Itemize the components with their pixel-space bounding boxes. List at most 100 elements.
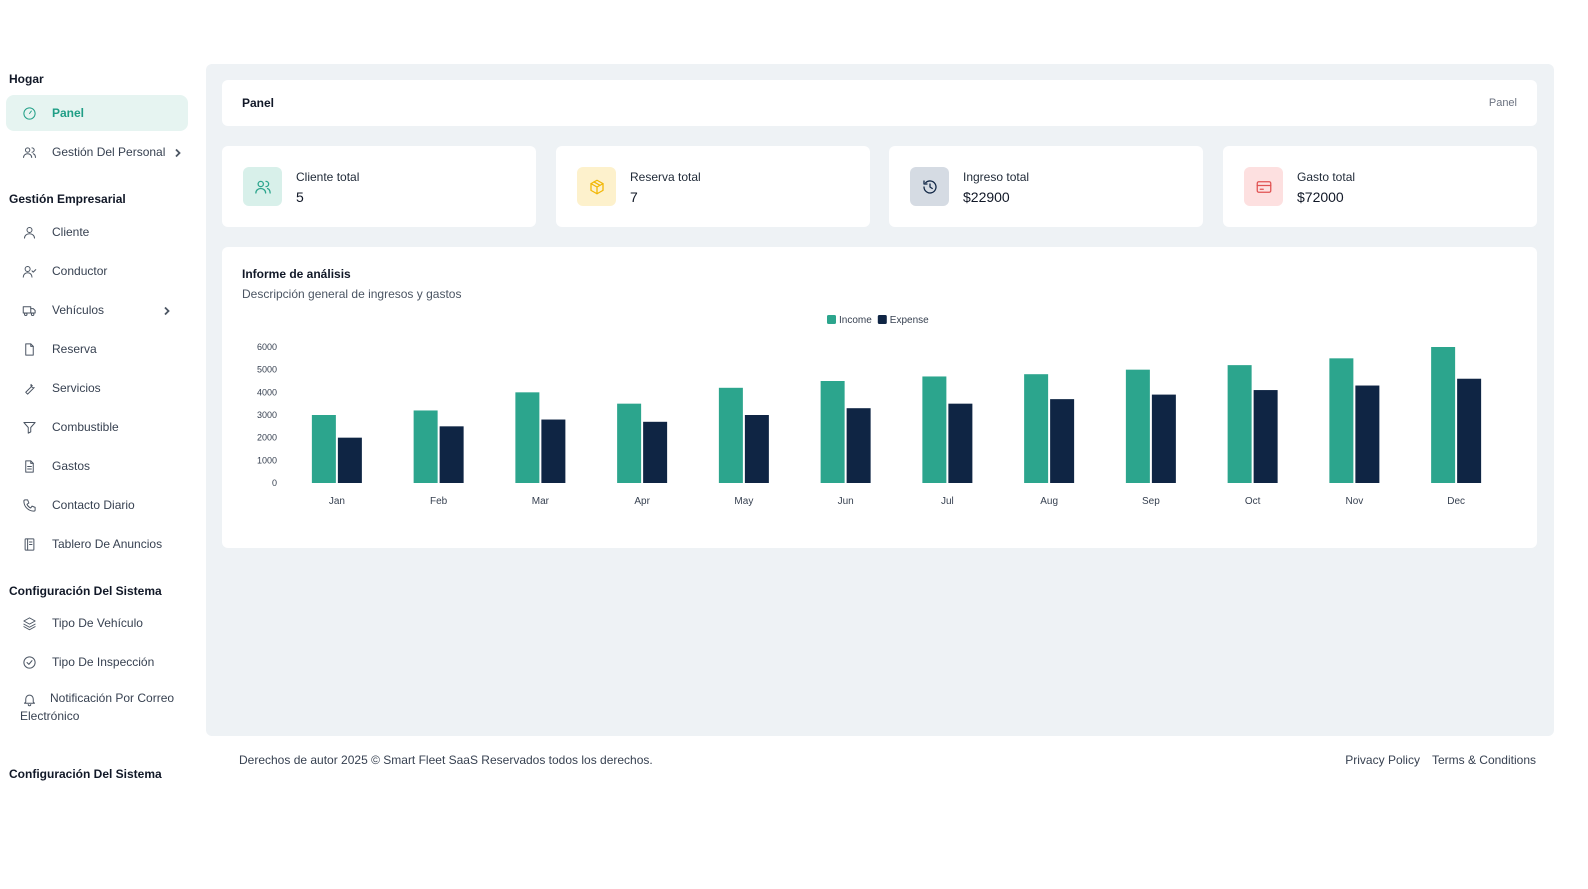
sidebar-item-label: Vehículos [52, 303, 105, 317]
bar-income-jun [820, 381, 845, 483]
credit-card-icon [1244, 167, 1283, 206]
truck-icon [20, 301, 38, 319]
x-tick-label: Jan [329, 496, 345, 507]
x-tick-label: Jun [838, 496, 854, 507]
x-tick-label: Mar [532, 496, 550, 507]
sidebar-item-reserva[interactable]: Reserva [6, 331, 188, 367]
sidebar-item-label: Tipo De Vehículo [52, 616, 143, 630]
sidebar-item-contacto-diario[interactable]: Contacto Diario [6, 487, 188, 523]
users-icon [243, 167, 282, 206]
bar-income-mar [515, 392, 540, 483]
chart-title: Informe de análisis [242, 267, 351, 281]
bar-chart: 0 1000 2000 3000 4000 5000 6000 Jan Feb Mar Apr May… [257, 315, 1482, 507]
y-tick-label: 0 [272, 478, 277, 488]
sidebar-item-label: Tipo De Inspección [52, 655, 155, 669]
bar-income-feb [413, 410, 438, 483]
sidebar-item-conductor[interactable]: Conductor [6, 253, 188, 289]
breadcrumb[interactable]: Panel [1488, 97, 1517, 109]
stat-label: Gasto total [1297, 170, 1356, 184]
y-tick-label: 1000 [257, 455, 277, 465]
users-icon [20, 143, 38, 161]
sidebar-item-label: Notificación Por Correo Electrónico [20, 691, 175, 723]
sidebar-item-label: Gestión Del Personal [52, 145, 166, 159]
stat-card-clientes: Cliente total 5 [222, 146, 536, 227]
y-tick-label: 5000 [257, 365, 277, 375]
check-circle-icon [20, 653, 38, 671]
sidebar-item-label: Combustible [52, 420, 119, 434]
bar-expense-jul [948, 403, 973, 483]
bar-expense-nov [1355, 385, 1380, 483]
x-tick-label: Apr [634, 496, 650, 507]
bar-expense-oct [1253, 390, 1278, 483]
legend-swatch-income [827, 315, 836, 324]
section-title-configuracion-2: Configuración Del Sistema [9, 767, 162, 781]
bar-income-dec [1431, 347, 1456, 483]
y-tick-label: 6000 [257, 342, 277, 352]
filter-icon [20, 418, 38, 436]
sidebar-item-vehiculos[interactable]: Vehículos [6, 292, 188, 328]
footer-links: Privacy Policy Terms & Conditions [1345, 753, 1536, 767]
sidebar-item-panel[interactable]: Panel [6, 95, 188, 131]
analysis-chart-card: Informe de análisis Descripción general … [222, 247, 1537, 548]
x-tick-label: Aug [1040, 496, 1058, 507]
bar-expense-may [744, 415, 769, 483]
sidebar-item-label: Reserva [52, 342, 97, 356]
stat-label: Cliente total [296, 170, 360, 184]
sidebar: Hogar Panel Gestión Del Personal Gestión… [0, 64, 202, 781]
bar-expense-mar [541, 419, 566, 483]
sidebar-item-label: Gastos [52, 459, 91, 473]
sidebar-item-label: Conductor [52, 264, 108, 278]
history-icon [910, 167, 949, 206]
bar-income-sep [1125, 369, 1150, 483]
stat-label: Ingreso total [963, 170, 1030, 184]
sidebar-item-servicios[interactable]: Servicios [6, 370, 188, 406]
page-title: Panel [242, 96, 275, 110]
y-tick-label: 4000 [257, 387, 277, 397]
bar-expense-jun [846, 408, 871, 483]
terms-link[interactable]: Terms & Conditions [1431, 753, 1536, 767]
sidebar-item-label: Panel [52, 106, 85, 120]
section-title-configuracion: Configuración Del Sistema [9, 584, 162, 598]
bar-expense-apr [643, 421, 668, 483]
user-check-icon [20, 262, 38, 280]
sidebar-item-gestion-personal[interactable]: Gestión Del Personal [6, 134, 188, 170]
bar-income-may [718, 387, 743, 483]
sidebar-item-tablero-anuncios[interactable]: Tablero De Anuncios [6, 526, 188, 562]
sidebar-item-label: Contacto Diario [52, 498, 135, 512]
sidebar-item-tipo-inspeccion[interactable]: Tipo De Inspección [6, 644, 188, 680]
y-tick-label: 2000 [257, 433, 277, 443]
sidebar-item-cliente[interactable]: Cliente [6, 214, 188, 250]
wrench-icon [20, 379, 38, 397]
bar-expense-feb [439, 426, 464, 483]
chart-subtitle: Descripción general de ingresos y gastos [242, 287, 462, 301]
file-text-icon [20, 457, 38, 475]
bar-income-oct [1227, 365, 1252, 483]
bar-expense-dec [1457, 378, 1482, 483]
sidebar-item-label: Tablero De Anuncios [52, 537, 163, 551]
legend-label-income: Income [839, 315, 872, 326]
sidebar-item-combustible[interactable]: Combustible [6, 409, 188, 445]
sidebar-item-notificacion-correo[interactable]: Notificación Por Correo Electrónico [6, 683, 188, 731]
x-tick-label: Sep [1142, 496, 1160, 507]
stat-card-reservas: Reserva total 7 [556, 146, 870, 227]
sidebar-item-label: Cliente [52, 225, 90, 239]
section-title-gestion-empresarial: Gestión Empresarial [9, 192, 126, 206]
x-tick-label: Oct [1245, 496, 1261, 507]
main-content: Panel Panel Cliente total 5 Reserva tota… [206, 64, 1554, 736]
sidebar-item-label: Servicios [52, 381, 101, 395]
chevron-right-icon [173, 147, 183, 158]
bar-income-nov [1329, 358, 1354, 483]
privacy-policy-link[interactable]: Privacy Policy [1345, 753, 1420, 767]
bell-icon [20, 690, 38, 708]
page-header: Panel Panel [222, 80, 1537, 126]
stat-value: $72000 [1297, 189, 1344, 205]
chevron-right-icon [162, 305, 172, 316]
stat-card-gastos: Gasto total $72000 [1223, 146, 1537, 227]
section-title-hogar: Hogar [9, 72, 44, 86]
stat-card-ingresos: Ingreso total $22900 [889, 146, 1203, 227]
y-tick-label: 3000 [257, 410, 277, 420]
stat-value: $22900 [963, 189, 1010, 205]
sidebar-item-gastos[interactable]: Gastos [6, 448, 188, 484]
legend-swatch-expense [877, 315, 887, 324]
sidebar-item-tipo-vehiculo[interactable]: Tipo De Vehículo [6, 605, 188, 641]
